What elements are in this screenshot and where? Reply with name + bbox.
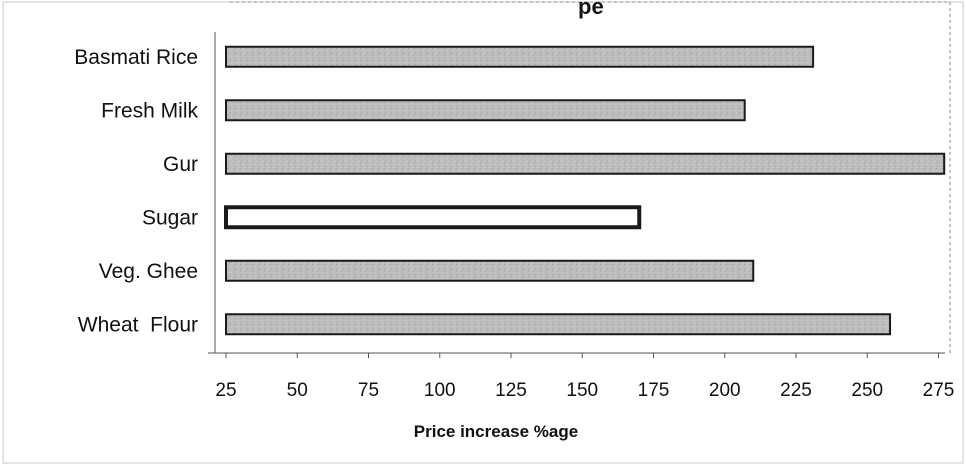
- x-tick-label-150: 150: [566, 380, 598, 401]
- x-tick-label-125: 125: [495, 380, 527, 401]
- category-label-sugar: Sugar: [142, 206, 198, 229]
- bar-basmati-rice: [225, 45, 815, 68]
- category-label-wheat-flour: Wheat Flour: [78, 313, 198, 336]
- chart-title-fragment: pe: [578, 0, 604, 19]
- x-tick-label-75: 75: [358, 380, 379, 401]
- category-labels: Basmati Rice Fresh Milk Gur Sugar Veg. Ghee W…: [74, 46, 198, 337]
- category-label-gur: Gur: [163, 153, 198, 176]
- x-tick-label-50: 50: [287, 380, 308, 401]
- x-tick-label-200: 200: [709, 380, 741, 401]
- x-tick-label-175: 175: [638, 380, 670, 401]
- x-tick-label-275: 275: [923, 380, 955, 401]
- bar-sugar: [224, 205, 642, 230]
- x-tick-label-25: 25: [215, 380, 236, 401]
- category-label-basmati-rice: Basmati Rice: [74, 46, 198, 69]
- x-tick-label-250: 250: [851, 380, 883, 401]
- category-label-veg-ghee: Veg. Ghee: [99, 260, 198, 283]
- bars-layer: [224, 45, 946, 336]
- x-tick-labels: 25 50 75 100 125 150 175 200 225 250 275: [215, 353, 954, 401]
- bar-fresh-milk: [225, 99, 746, 122]
- bar-gur: [225, 152, 946, 175]
- bar-wheat-flour: [225, 313, 892, 336]
- x-tick-label-225: 225: [780, 380, 812, 401]
- bar-veg-ghee: [225, 259, 755, 282]
- x-axis-title: Price increase %age: [414, 422, 578, 441]
- x-tick-label-100: 100: [424, 380, 456, 401]
- category-label-fresh-milk: Fresh Milk: [101, 99, 198, 122]
